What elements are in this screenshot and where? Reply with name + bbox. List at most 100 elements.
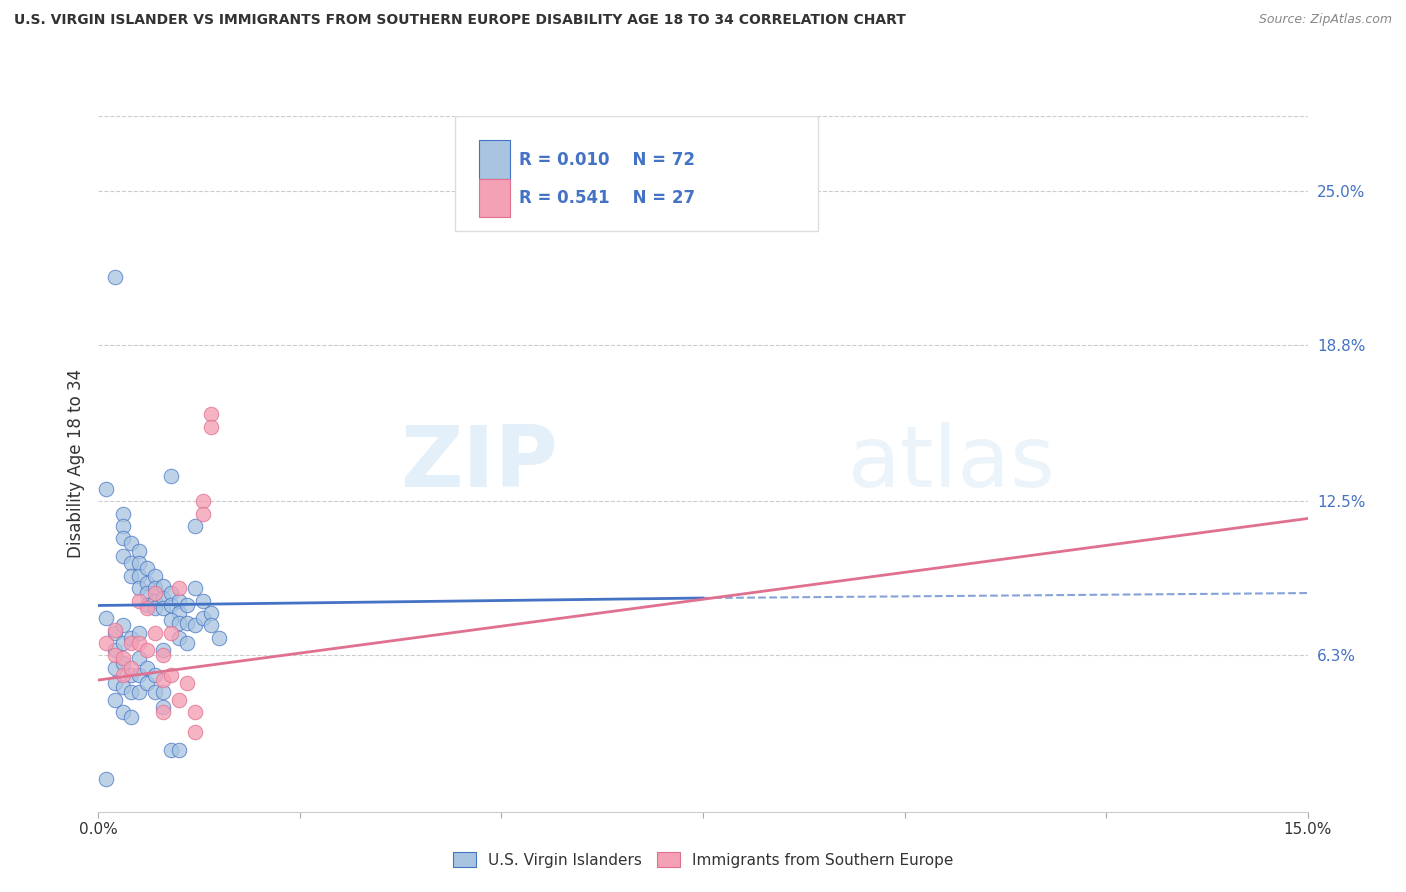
Point: [167, 631, 190, 645]
Point: [167, 581, 190, 595]
Point: [103, 270, 125, 285]
Point: [111, 507, 134, 521]
Point: [184, 581, 207, 595]
Point: [184, 706, 207, 720]
Point: [103, 624, 125, 638]
Point: [135, 586, 157, 600]
Point: [120, 660, 142, 674]
Y-axis label: Disability Age 18 to 34: Disability Age 18 to 34: [66, 369, 84, 558]
Point: [128, 636, 150, 650]
Point: [200, 606, 222, 620]
Point: [103, 625, 125, 640]
Point: [111, 549, 134, 563]
Point: [103, 643, 125, 657]
Point: [111, 681, 134, 695]
Point: [200, 407, 222, 421]
Point: [120, 636, 142, 650]
Point: [184, 519, 207, 533]
Point: [167, 615, 190, 630]
Text: U.S. VIRGIN ISLANDER VS IMMIGRANTS FROM SOUTHERN EUROPE DISABILITY AGE 18 TO 34 : U.S. VIRGIN ISLANDER VS IMMIGRANTS FROM …: [14, 13, 905, 28]
Point: [128, 625, 150, 640]
Point: [152, 673, 174, 687]
Point: [128, 568, 150, 582]
Point: [128, 668, 150, 682]
Point: [103, 660, 125, 674]
Point: [103, 693, 125, 707]
Point: [111, 650, 134, 665]
Point: [135, 675, 157, 690]
Point: [128, 544, 150, 558]
FancyBboxPatch shape: [479, 178, 509, 217]
Legend: U.S. Virgin Islanders, Immigrants from Southern Europe: U.S. Virgin Islanders, Immigrants from S…: [447, 846, 959, 873]
Point: [111, 668, 134, 682]
Point: [120, 710, 142, 724]
Point: [152, 700, 174, 714]
Point: [193, 593, 215, 607]
Point: [200, 618, 222, 632]
Point: [143, 625, 166, 640]
Point: [120, 568, 142, 582]
Text: atlas: atlas: [848, 422, 1056, 506]
Point: [152, 685, 174, 699]
Point: [120, 536, 142, 550]
Point: [128, 556, 150, 570]
Point: [120, 631, 142, 645]
Point: [103, 648, 125, 662]
FancyBboxPatch shape: [456, 116, 818, 231]
Point: [143, 568, 166, 582]
Point: [143, 685, 166, 699]
Point: [111, 656, 134, 670]
Point: [160, 668, 183, 682]
Point: [152, 601, 174, 615]
Point: [96, 772, 118, 787]
Point: [167, 593, 190, 607]
Point: [120, 668, 142, 682]
Point: [167, 693, 190, 707]
Point: [103, 675, 125, 690]
Point: [193, 611, 215, 625]
Point: [176, 615, 198, 630]
Point: [160, 742, 183, 756]
Point: [193, 507, 215, 521]
Point: [176, 599, 198, 613]
Point: [143, 581, 166, 595]
Point: [128, 593, 150, 607]
Point: [193, 494, 215, 508]
Point: [96, 611, 118, 625]
Point: [160, 625, 183, 640]
Point: [167, 606, 190, 620]
Point: [152, 706, 174, 720]
Point: [135, 601, 157, 615]
Point: [120, 556, 142, 570]
Point: [135, 599, 157, 613]
Point: [184, 618, 207, 632]
Point: [135, 660, 157, 674]
Point: [160, 614, 183, 628]
Point: [143, 593, 166, 607]
Point: [200, 419, 222, 434]
Point: [143, 601, 166, 615]
Point: [152, 648, 174, 662]
Point: [128, 581, 150, 595]
Point: [208, 631, 231, 645]
Point: [143, 586, 166, 600]
Point: [120, 685, 142, 699]
FancyBboxPatch shape: [479, 140, 509, 178]
Point: [135, 643, 157, 657]
Point: [135, 576, 157, 591]
Point: [176, 675, 198, 690]
Text: ZIP: ZIP: [401, 422, 558, 506]
Point: [160, 586, 183, 600]
Text: R = 0.010    N = 72: R = 0.010 N = 72: [519, 151, 695, 169]
Text: R = 0.541    N = 27: R = 0.541 N = 27: [519, 189, 696, 207]
Point: [184, 725, 207, 739]
Point: [160, 599, 183, 613]
Point: [128, 685, 150, 699]
Point: [135, 561, 157, 575]
Point: [176, 636, 198, 650]
Point: [96, 482, 118, 496]
Point: [143, 668, 166, 682]
Point: [111, 618, 134, 632]
Point: [111, 706, 134, 720]
Point: [96, 636, 118, 650]
